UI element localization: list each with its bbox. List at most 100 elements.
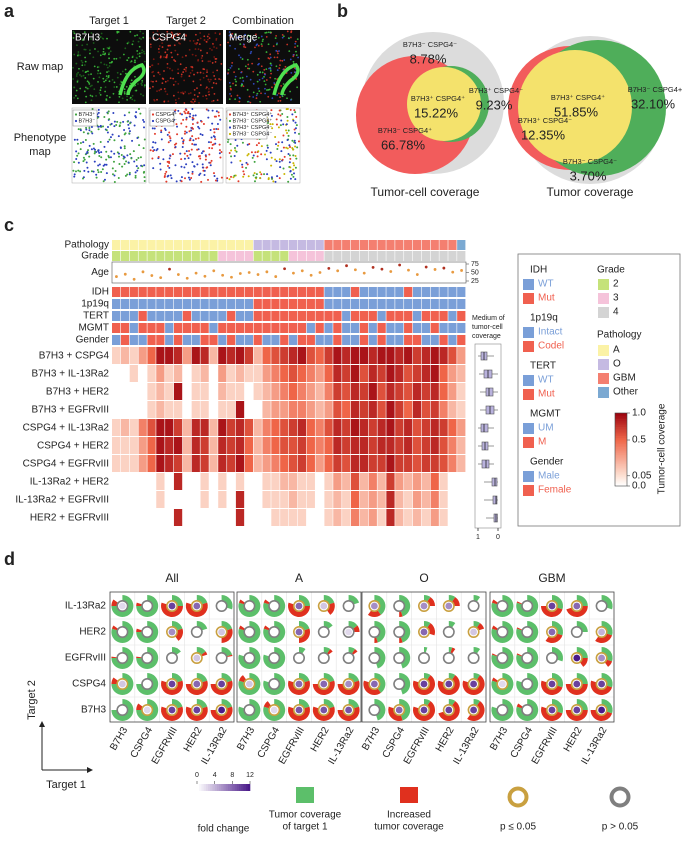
heatmap-cell — [306, 509, 315, 526]
image-texture — [152, 58, 155, 61]
colorbar-step — [615, 462, 627, 465]
fold-tick-label: 12 — [246, 772, 254, 779]
significance-ring — [393, 677, 406, 690]
heatmap-cell — [395, 347, 404, 364]
image-texture — [277, 100, 280, 102]
image-texture — [88, 144, 91, 147]
row-label: B7H3 — [81, 705, 106, 716]
significance-ring — [141, 651, 154, 664]
image-texture — [157, 71, 160, 74]
colorbar-step — [615, 476, 627, 478]
heatmap-cell — [377, 473, 386, 490]
image-texture — [143, 120, 146, 123]
annotation-cell — [129, 299, 138, 309]
annotation-cell — [173, 299, 183, 309]
image-texture — [296, 45, 299, 47]
heatmap-cell — [404, 473, 413, 490]
annotation-cell — [112, 299, 121, 309]
heatmap-cell — [297, 365, 307, 382]
image-texture — [197, 48, 200, 51]
image-texture — [196, 148, 199, 151]
heatmap-cell — [182, 365, 192, 382]
image-texture — [274, 158, 277, 161]
colorbar-step — [615, 482, 627, 484]
image-texture — [116, 120, 119, 123]
image-texture — [284, 65, 287, 68]
age-dot — [309, 273, 313, 277]
heatmap-cell — [200, 491, 209, 508]
heatmap-cell — [165, 347, 174, 364]
age-dot — [132, 277, 136, 281]
image-texture — [171, 153, 174, 156]
annotation-cell — [386, 335, 395, 345]
heatmap-cell — [173, 437, 183, 454]
heatmap-cell — [280, 383, 289, 400]
image-texture — [100, 32, 103, 35]
image-texture — [215, 110, 218, 113]
image-texture — [246, 143, 249, 146]
image-texture — [104, 90, 107, 93]
heatmap-cell — [359, 491, 369, 508]
annotation-cell — [421, 251, 430, 261]
image-texture — [117, 155, 120, 158]
image-texture — [196, 163, 199, 166]
image-texture — [264, 83, 267, 86]
image-texture — [188, 92, 190, 95]
image-texture — [135, 111, 138, 114]
image-texture — [91, 132, 94, 135]
col-label: HER2 — [562, 725, 585, 754]
image-texture — [152, 149, 155, 152]
legend-dot — [228, 126, 232, 129]
significance-ring — [521, 677, 534, 690]
image-texture — [181, 146, 184, 149]
image-texture — [180, 73, 183, 76]
image-texture — [87, 170, 90, 173]
annotation-cell — [386, 240, 395, 250]
image-texture — [124, 174, 127, 177]
image-texture — [277, 113, 280, 116]
fold-tick-label: 8 — [230, 772, 234, 779]
fold-change-dot — [573, 602, 581, 610]
colorbar-step — [615, 444, 627, 447]
fold-change-dot — [295, 628, 303, 636]
image-texture — [82, 160, 85, 163]
legend-item: Other — [613, 387, 639, 398]
annotation-cell — [120, 323, 130, 333]
image-texture — [182, 71, 185, 73]
image-texture — [278, 109, 281, 112]
image-texture — [215, 47, 218, 50]
heatmap-cell — [253, 347, 262, 364]
image-texture — [235, 80, 238, 83]
image-texture — [268, 57, 271, 60]
image-texture — [273, 56, 276, 59]
image-texture — [185, 150, 188, 153]
legend-swatch — [523, 293, 534, 304]
image-texture — [246, 100, 249, 103]
image-texture — [123, 145, 126, 148]
annotation-cell — [448, 323, 457, 333]
phenotype-legend-box — [72, 109, 98, 127]
image-texture — [161, 42, 164, 45]
annotation-cell — [386, 287, 395, 297]
heatmap-cell — [430, 509, 439, 526]
heatmap-cell — [218, 473, 227, 490]
image-texture — [287, 37, 290, 40]
image-texture — [260, 65, 263, 68]
image-texture — [242, 80, 245, 82]
heatmap-cell — [439, 455, 448, 472]
image-texture — [231, 61, 234, 64]
image-texture — [86, 43, 89, 46]
heatmap-cell — [421, 473, 430, 490]
age-dot — [318, 271, 322, 274]
legend-title: IDH — [530, 265, 547, 276]
image-texture — [203, 35, 206, 38]
image-texture — [213, 128, 216, 131]
image-label: B7H3 — [75, 33, 100, 44]
heatmap-cell — [350, 455, 360, 472]
phenotype-legend: CSPG4⁻ — [156, 118, 178, 124]
heatmap-cell — [368, 383, 377, 400]
colorbar-step — [615, 468, 627, 471]
fold-bar-step — [232, 784, 235, 791]
image-texture — [297, 140, 300, 143]
heatmap-cell — [173, 419, 183, 436]
